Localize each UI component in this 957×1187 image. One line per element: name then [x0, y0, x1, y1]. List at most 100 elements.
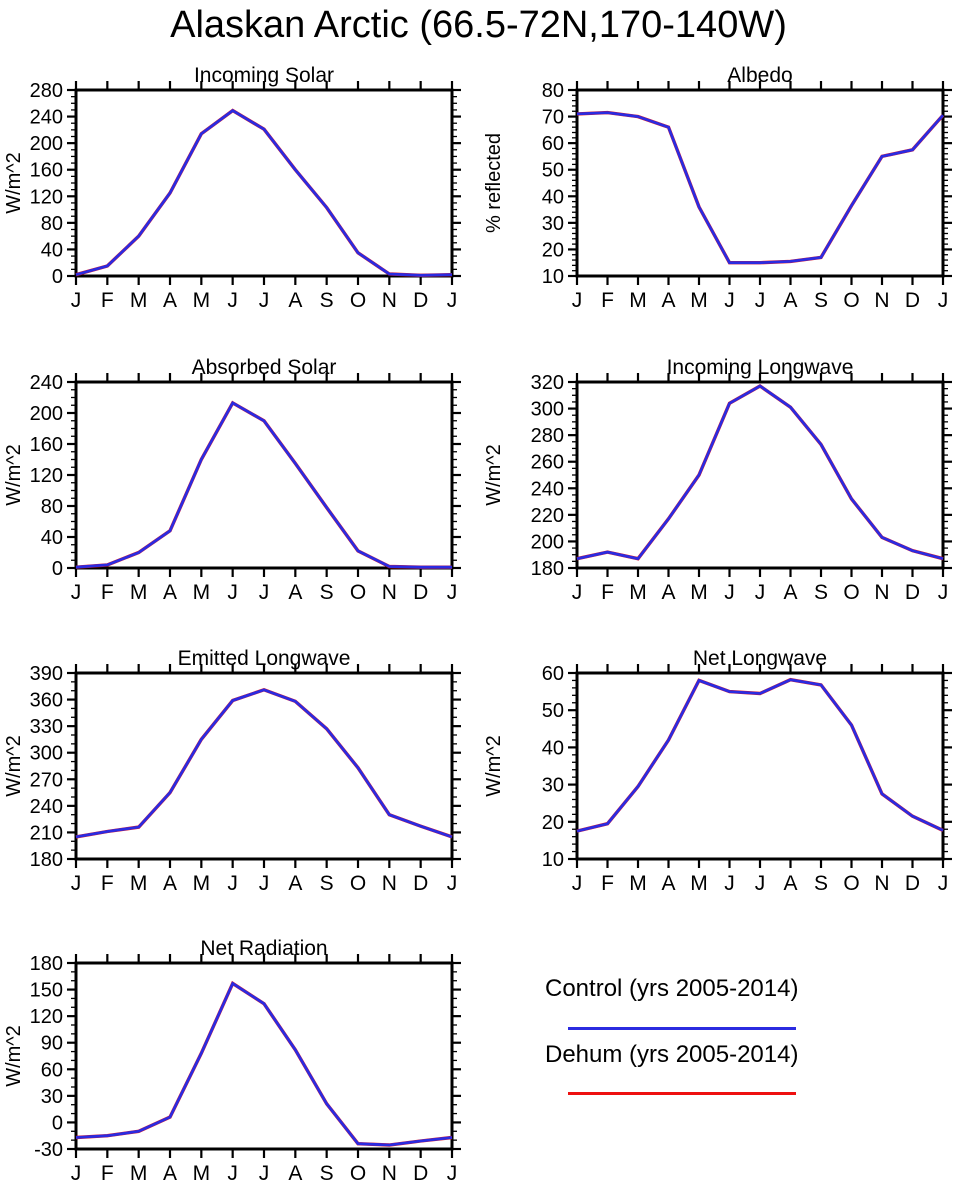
- x-tick-label: J: [259, 289, 270, 312]
- x-tick-label: A: [661, 581, 675, 604]
- x-tick-label: D: [413, 581, 428, 604]
- plot-frame: [74, 88, 454, 278]
- x-tick-label: A: [783, 289, 797, 312]
- y-tick-label: 20: [542, 812, 564, 834]
- y-axis-label: W/m^2: [3, 735, 25, 797]
- x-tick-label: M: [629, 872, 647, 895]
- series-line-control: [576, 384, 944, 561]
- series-line-dehum: [75, 108, 453, 278]
- y-tick-label: 360: [30, 690, 63, 712]
- y-tick-label: 220: [531, 505, 564, 527]
- legend-label-dehum: Dehum (yrs 2005-2014): [545, 1041, 799, 1068]
- x-tick-label: A: [288, 581, 302, 604]
- y-tick-label: 60: [542, 663, 564, 685]
- x-tick-label: J: [227, 581, 238, 604]
- chart-title: Emitted Longwave: [178, 647, 351, 670]
- x-tick-label: J: [447, 872, 458, 895]
- x-tick-label: J: [447, 289, 458, 312]
- y-tick-label: 50: [542, 700, 564, 722]
- x-tick-label: F: [601, 872, 614, 895]
- x-tick-label: N: [874, 872, 889, 895]
- plot-frame: [575, 671, 945, 861]
- legend-label-control: Control (yrs 2005-2014): [545, 975, 799, 1002]
- y-tick-label: 240: [531, 478, 564, 500]
- x-tick-label: S: [814, 581, 828, 604]
- x-tick-label: J: [71, 581, 82, 604]
- x-tick-label: J: [724, 289, 735, 312]
- y-axis-label: W/m^2: [483, 444, 505, 506]
- y-tick-label: 260: [531, 452, 564, 474]
- x-tick-label: N: [382, 1162, 397, 1185]
- x-tick-label: S: [814, 289, 828, 312]
- y-tick-label: 80: [41, 213, 63, 235]
- chart-title: Net Longwave: [693, 647, 827, 670]
- x-tick-label: M: [629, 289, 647, 312]
- x-tick-label: M: [130, 581, 148, 604]
- y-tick-label: 150: [30, 980, 63, 1002]
- y-tick-label: 80: [41, 496, 63, 518]
- x-tick-label: M: [130, 289, 148, 312]
- y-tick-label: 40: [41, 239, 63, 261]
- series-line-control: [75, 688, 453, 839]
- x-tick-label: F: [101, 581, 114, 604]
- y-tick-label: 30: [542, 213, 564, 235]
- y-axis-label: W/m^2: [3, 152, 25, 214]
- y-tick-label: 10: [542, 849, 564, 871]
- x-tick-label: F: [601, 289, 614, 312]
- chart-net-radiation: Net Radiation J F M A M J J A S O N D J -30 0 30 60 90 120 1…: [0, 933, 480, 1187]
- y-tick-label: 160: [30, 434, 63, 456]
- x-tick-label: A: [163, 289, 177, 312]
- x-tick-label: O: [350, 581, 366, 604]
- series-line-dehum: [576, 383, 944, 561]
- x-tick-label: J: [259, 581, 270, 604]
- x-tick-label: J: [227, 872, 238, 895]
- y-tick-label: 200: [531, 531, 564, 553]
- plot-frame: [74, 961, 454, 1151]
- x-tick-label: D: [413, 289, 428, 312]
- x-tick-label: M: [193, 289, 211, 312]
- x-tick-label: S: [320, 289, 334, 312]
- x-tick-label: O: [350, 872, 366, 895]
- x-tick-label: M: [629, 581, 647, 604]
- x-tick-label: M: [130, 1162, 148, 1185]
- x-tick-label: M: [130, 872, 148, 895]
- y-tick-label: 40: [41, 527, 63, 549]
- y-tick-label: 280: [531, 425, 564, 447]
- x-tick-label: F: [101, 1162, 114, 1185]
- y-tick-label: 90: [41, 1033, 63, 1055]
- y-tick-label: 180: [30, 953, 63, 975]
- y-tick-label: 10: [542, 266, 564, 288]
- y-tick-label: 300: [30, 743, 63, 765]
- y-tick-label: 0: [52, 558, 63, 580]
- x-tick-label: D: [905, 289, 920, 312]
- x-tick-label: A: [783, 872, 797, 895]
- plot-frame: [74, 380, 454, 570]
- x-tick-label: J: [71, 872, 82, 895]
- x-tick-label: S: [814, 872, 828, 895]
- chart-emitted-longwave: Emitted Longwave J F M A M J J A S O N D J 180 210 240 27…: [0, 643, 480, 940]
- x-tick-label: D: [905, 581, 920, 604]
- y-tick-label: 240: [30, 107, 63, 129]
- chart-title: Albedo: [727, 64, 792, 87]
- y-tick-label: 200: [30, 403, 63, 425]
- y-tick-label: 0: [52, 1112, 63, 1134]
- x-tick-label: N: [874, 581, 889, 604]
- x-tick-label: A: [288, 289, 302, 312]
- y-tick-label: 120: [30, 465, 63, 487]
- y-tick-label: 30: [41, 1086, 63, 1108]
- x-tick-label: N: [382, 872, 397, 895]
- x-tick-label: J: [755, 872, 766, 895]
- chart-title: Incoming Longwave: [667, 356, 854, 379]
- y-tick-label: 240: [30, 796, 63, 818]
- y-tick-label: 60: [41, 1059, 63, 1081]
- plot-frame: [74, 671, 454, 861]
- y-tick-label: 240: [30, 372, 63, 394]
- plot-frame: [575, 88, 945, 278]
- series-line-control: [576, 678, 944, 833]
